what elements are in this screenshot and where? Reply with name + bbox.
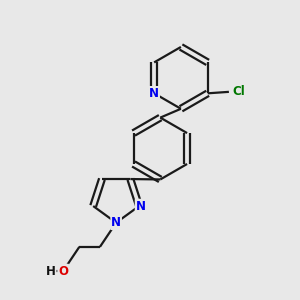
Text: O: O — [58, 265, 68, 278]
Text: N: N — [136, 200, 146, 212]
Text: Cl: Cl — [232, 85, 245, 98]
Text: H: H — [46, 265, 56, 278]
Text: N: N — [111, 216, 121, 229]
Text: N: N — [149, 87, 159, 100]
